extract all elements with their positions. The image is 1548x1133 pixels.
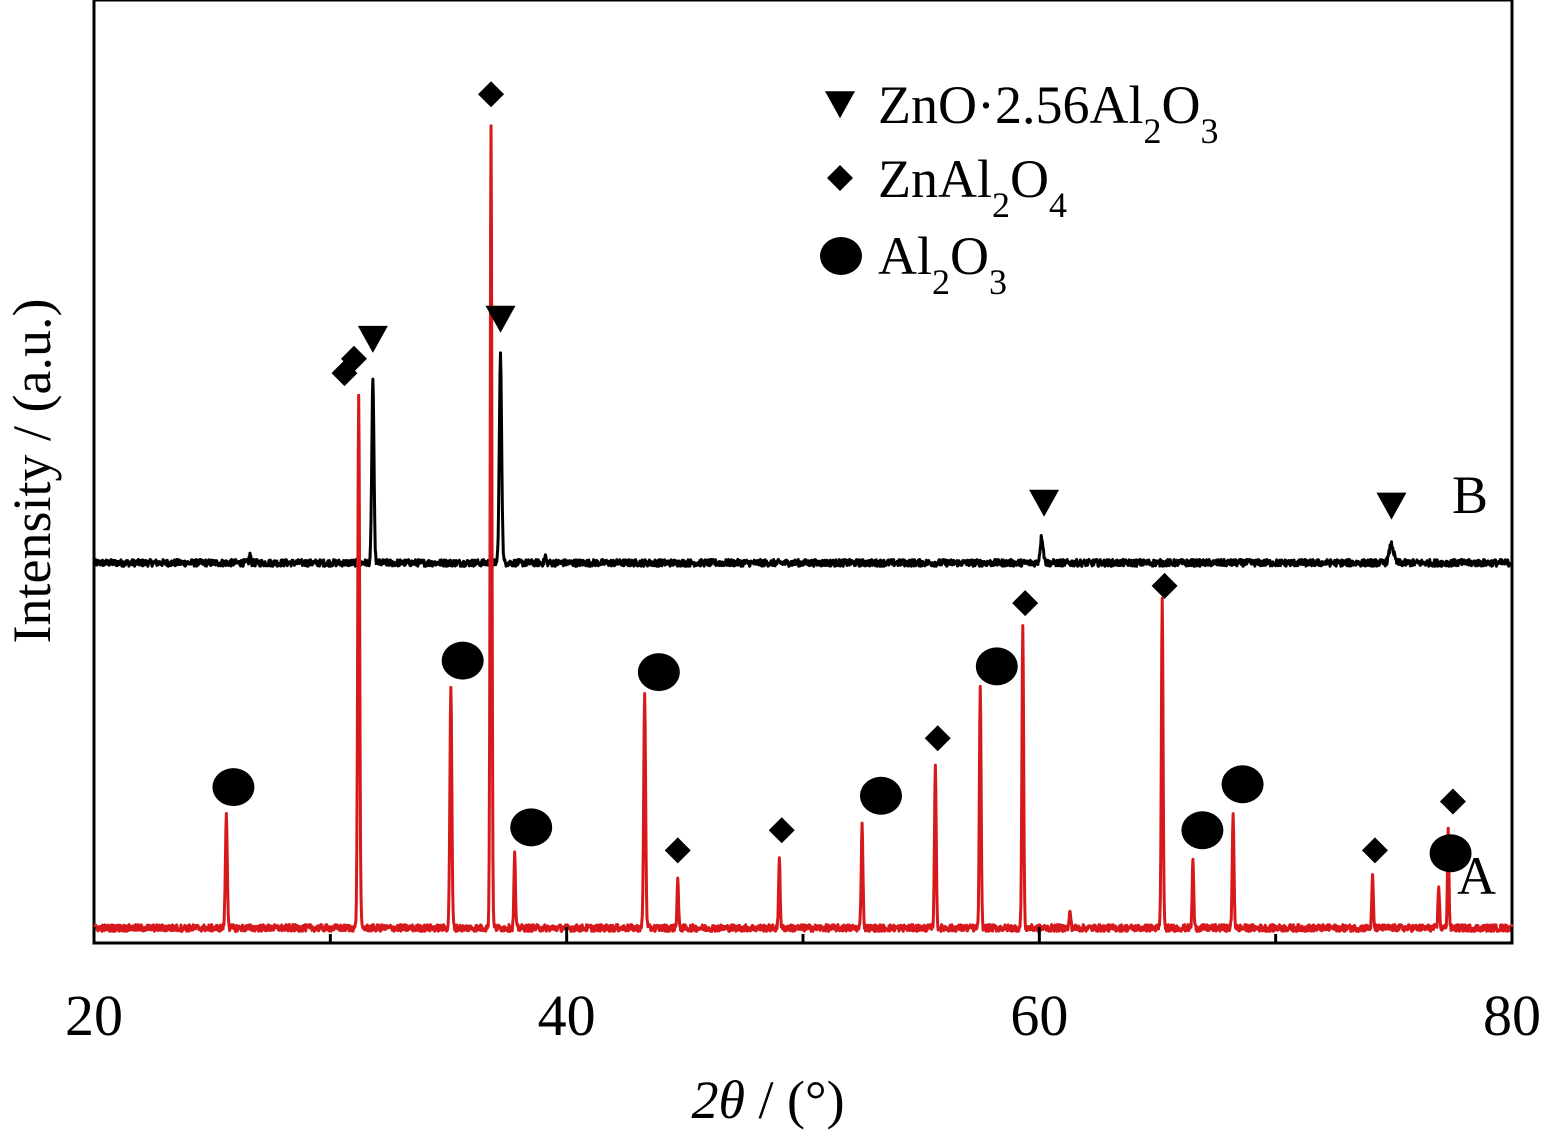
- peak-marker-a-circle-10: [975, 647, 1018, 686]
- legend-label-znal2o4: ZnAl2O4: [878, 149, 1067, 225]
- peak-marker-a-diamond-11: [1012, 590, 1039, 617]
- plot-frame: [92, 0, 1514, 945]
- x-axis-tick-labels: 20 40 60 80: [65, 983, 1541, 1048]
- series-line-b: [92, 351, 1514, 568]
- peak-marker-b-triangle-down-1: [357, 325, 388, 353]
- peak-marker-a-circle-14: [1221, 765, 1264, 804]
- legend-markers: [820, 91, 862, 275]
- peak-marker-b-triangle-down-2: [485, 305, 516, 333]
- legend-marker-triangle-down: [825, 91, 855, 119]
- peak-marker-a-diamond-16: [1439, 788, 1466, 815]
- x-tick-label-20: 20: [65, 983, 123, 1048]
- legend-label-zno-2-56al2o3: ZnO·2.56Al2O3: [878, 75, 1218, 151]
- peak-marker-a-diamond-3: [478, 81, 505, 108]
- x-tick-label-40: 40: [538, 983, 596, 1048]
- peak-marker-a-diamond-9: [924, 725, 951, 752]
- legend-marker-circle: [820, 237, 862, 275]
- legend: ZnO·2.56Al2O3 ZnAl2O4 Al2O3: [820, 75, 1218, 302]
- peak-marker-a-circle-17: [1429, 834, 1472, 873]
- legend-label-al2o3: Al2O3: [878, 226, 1007, 302]
- peak-marker-a-diamond-12: [1151, 572, 1178, 599]
- y-axis-title: Intensity / (a.u.): [2, 299, 62, 644]
- peak-marker-a-circle-8: [859, 776, 902, 815]
- peak-marker-a-diamond-6: [664, 837, 691, 864]
- series-label-a: A: [1457, 846, 1496, 906]
- peak-marker-b-triangle-down-4: [1376, 492, 1407, 520]
- curves-group: [92, 124, 1514, 933]
- x-tick-label-80: 80: [1483, 983, 1541, 1048]
- peak-marker-a-circle-0: [212, 768, 255, 807]
- peak-marker-a-circle-2: [441, 641, 484, 680]
- series-label-b: B: [1452, 465, 1488, 525]
- x-axis-title: 2θ / (°): [691, 1070, 844, 1130]
- legend-marker-diamond: [827, 165, 853, 191]
- peak-marker-a-circle-13: [1181, 811, 1224, 850]
- series-line-a: [92, 124, 1514, 933]
- peak-marker-b-triangle-down-3: [1029, 489, 1060, 517]
- x-tick-label-60: 60: [1010, 983, 1068, 1048]
- peak-marker-a-circle-4: [510, 808, 553, 847]
- peak-marker-a-diamond-7: [768, 817, 795, 844]
- x-axis-ticks: [92, 927, 1514, 943]
- peak-markers-group: [212, 81, 1472, 873]
- peak-marker-b-diamond-0: [331, 360, 358, 387]
- peak-marker-a-diamond-15: [1361, 837, 1388, 864]
- peak-marker-a-circle-5: [637, 653, 680, 692]
